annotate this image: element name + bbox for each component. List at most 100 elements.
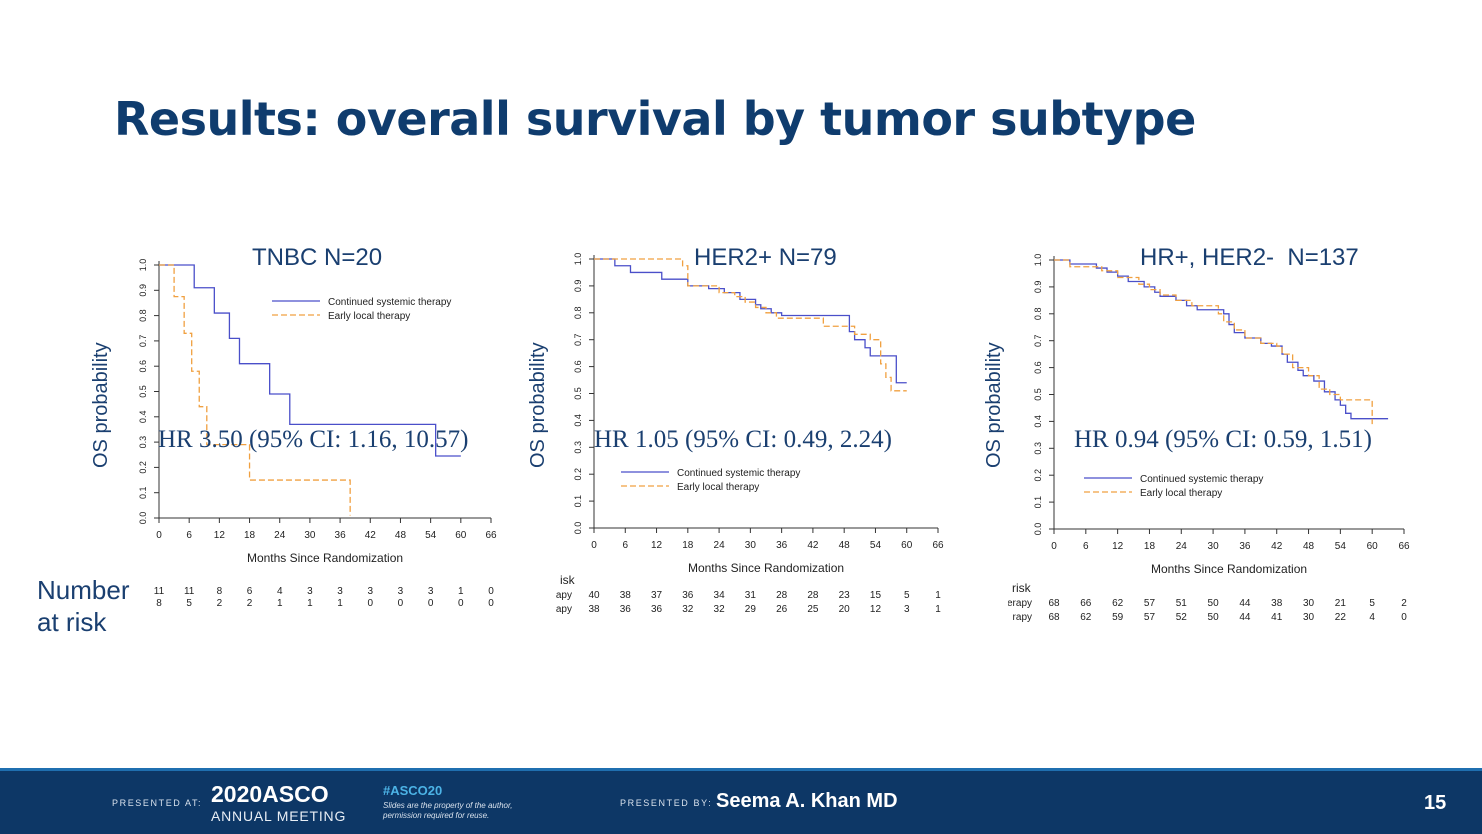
risk-value: 3 <box>428 586 434 597</box>
x-tick-label: 24 <box>714 540 726 551</box>
y-tick-label: 0.3 <box>573 441 583 454</box>
x-tick-label: 0 <box>156 530 162 541</box>
risk-value: 5 <box>186 598 192 609</box>
x-tick-label: 0 <box>1051 541 1057 552</box>
x-tick-label: 48 <box>839 540 851 551</box>
y-tick-label: 0.9 <box>1033 281 1043 294</box>
risk-value: 30 <box>1303 598 1315 609</box>
risk-value: 50 <box>1208 612 1220 623</box>
risk-value: 4 <box>277 586 283 597</box>
risk-value: 57 <box>1144 612 1156 623</box>
number-at-risk-label: Number at risk <box>37 574 129 638</box>
page-number: 15 <box>1424 792 1447 814</box>
y-axis-label-hr-her2neg: OS probability <box>983 342 1005 468</box>
risk-value: 8 <box>217 586 223 597</box>
km-plot-her2: 0 6 12 18 24 30 36 42 48 54 60 66 0.0 0.1 0.2 0.3 0.4 0.5… <box>556 253 944 615</box>
presenter-name: Seema A. Khan MD <box>716 790 898 812</box>
x-tick-label: 0 <box>591 540 597 551</box>
x-tick-label: 60 <box>901 540 913 551</box>
y-tick-label: 0.6 <box>573 360 583 373</box>
x-tick-label: 60 <box>1367 541 1379 552</box>
risk-value: 36 <box>620 604 632 615</box>
y-axis-label-her2: OS probability <box>527 342 549 468</box>
km-chart-hr-her2neg: 0 6 12 18 24 30 36 42 48 54 60 66 0.0 0.1 0.2 0.3 0.4 0.5… <box>1007 236 1420 641</box>
risk-value: 51 <box>1176 598 1188 609</box>
risk-value: 37 <box>651 590 663 601</box>
disclaimer: Slides are the property of the author, p… <box>383 801 513 820</box>
risk-value: 0 <box>488 598 494 609</box>
x-tick-label: 36 <box>1239 541 1251 552</box>
risk-value: 68 <box>1048 612 1060 623</box>
y-tick-label: 0.9 <box>138 284 148 297</box>
km-plot-tnbc: 0 6 12 18 24 30 36 42 48 54 60 660.00.10.20.30.40.5… <box>138 259 497 609</box>
x-tick-label: 66 <box>932 540 944 551</box>
x-axis-label: Months Since Randomization <box>247 551 403 565</box>
y-tick-label: 0.0 <box>1033 523 1043 536</box>
risk-value: 28 <box>776 590 788 601</box>
survival-curve-continued-systemic <box>594 258 907 384</box>
risk-value: 66 <box>1080 598 1092 609</box>
x-tick-label: 30 <box>304 530 316 541</box>
risk-value: 6 <box>247 586 253 597</box>
y-tick-label: 0.1 <box>138 486 148 499</box>
asco-annual-meeting: ANNUAL MEETING <box>211 808 347 824</box>
risk-row-label: apy <box>556 604 572 615</box>
risk-value: 1 <box>935 604 941 615</box>
risk-value: 0 <box>1401 612 1407 623</box>
x-tick-label: 48 <box>395 530 407 541</box>
risk-value: 0 <box>398 598 404 609</box>
km-plot-hr-her2neg: 0 6 12 18 24 30 36 42 48 54 60 660.00.10.20.30.40.5… <box>1007 254 1410 623</box>
risk-value: 50 <box>1208 598 1220 609</box>
y-tick-label: 0.1 <box>573 495 583 508</box>
risk-value: 2 <box>1401 598 1407 609</box>
panel-title-tnbc: TNBC N=20 <box>252 244 383 271</box>
presented-by-label: PRESENTED BY: <box>620 798 713 808</box>
risk-row-label: apy <box>556 590 572 601</box>
y-tick-label: 0.2 <box>138 461 148 474</box>
hr-annotation-tnbc: HR 3.50 (95% CI: 1.16, 10.57) <box>158 426 469 453</box>
risk-value: 3 <box>307 586 313 597</box>
legend-label: Early local therapy <box>1140 488 1222 499</box>
x-axis-label: Months Since Randomization <box>1151 562 1307 576</box>
risk-value: 26 <box>776 604 788 615</box>
x-tick-label: 18 <box>682 540 694 551</box>
risk-value: 12 <box>870 604 882 615</box>
x-tick-label: 12 <box>651 540 663 551</box>
risk-value: 0 <box>458 598 464 609</box>
risk-value: 11 <box>184 586 195 597</box>
y-tick-label: 1.0 <box>573 253 583 266</box>
risk-value: 44 <box>1239 612 1251 623</box>
y-tick-label: 0.0 <box>138 512 148 525</box>
y-tick-label: 0.3 <box>138 436 148 449</box>
y-tick-label: 0.4 <box>573 414 583 427</box>
y-tick-label: 0.0 <box>573 522 583 535</box>
x-tick-label: 6 <box>186 530 192 541</box>
x-tick-label: 30 <box>1208 541 1220 552</box>
risk-value: 68 <box>1048 598 1060 609</box>
survival-curve-continued-systemic <box>159 264 461 457</box>
x-axis-label: Months Since Randomization <box>688 561 844 575</box>
legend-label: Continued systemic therapy <box>1140 474 1263 485</box>
risk-table-header: risk <box>1012 581 1032 595</box>
y-tick-label: 0.8 <box>573 307 583 320</box>
risk-row-label: rapy <box>1013 612 1032 623</box>
y-tick-label: 0.4 <box>138 411 148 424</box>
y-tick-label: 1.0 <box>138 259 148 272</box>
survival-curve-early-local <box>594 258 907 392</box>
risk-label-line2: at risk <box>37 607 107 637</box>
risk-value: 59 <box>1112 612 1124 623</box>
x-tick-label: 36 <box>335 530 347 541</box>
risk-value: 3 <box>367 586 373 597</box>
y-axis-label-tnbc: OS probability <box>90 342 112 468</box>
y-tick-label: 0.2 <box>1033 469 1043 482</box>
risk-value: 1 <box>458 586 464 597</box>
y-tick-label: 0.8 <box>138 309 148 322</box>
x-tick-label: 12 <box>1112 541 1124 552</box>
asco-logo: 2020ASCO <box>211 781 329 807</box>
x-tick-label: 54 <box>1335 541 1347 552</box>
risk-value: 34 <box>714 590 726 601</box>
risk-row-label: erapy <box>1008 598 1032 609</box>
x-tick-label: 18 <box>244 530 256 541</box>
legend-label: Early local therapy <box>677 482 759 493</box>
x-tick-label: 12 <box>214 530 226 541</box>
